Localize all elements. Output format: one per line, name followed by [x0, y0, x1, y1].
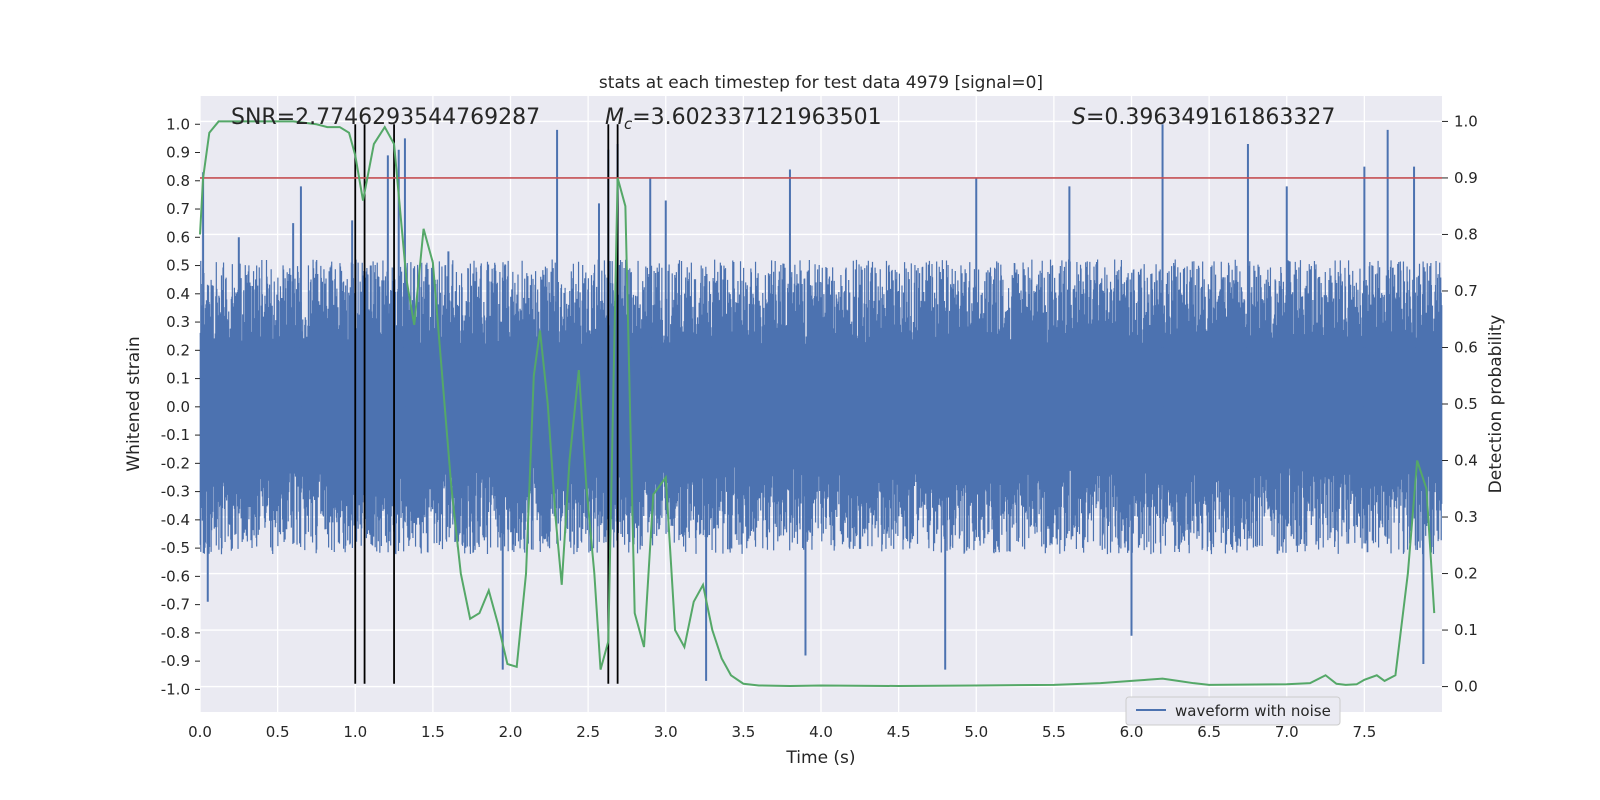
left-tick-label: -0.7 — [161, 596, 190, 614]
right-tick-label: 0.0 — [1454, 678, 1478, 696]
left-tick-label: 0.5 — [166, 257, 190, 275]
legend-entry: waveform with noise — [1175, 702, 1331, 720]
left-axis-ticks: 1.0 0.9 0.8 0.7 0.6 0.5 0.4 0.3 0.2 0.1 0.0 -0.1 -0.… — [161, 115, 200, 698]
right-tick-label: 0.1 — [1454, 621, 1478, 639]
waveform-series — [199, 124, 1443, 681]
left-tick-label: 0.7 — [166, 200, 190, 218]
chirp-mass-symbol: M — [605, 105, 624, 130]
x-tick-label: 4.5 — [887, 723, 911, 741]
detection-probability-line — [199, 120, 1436, 688]
left-tick-label: -0.1 — [161, 426, 190, 444]
x-tick-label: 7.0 — [1275, 723, 1299, 741]
left-tick-label: -0.9 — [161, 652, 190, 670]
right-axis-label: Detection probability — [1486, 315, 1506, 494]
s-symbol: S — [1072, 105, 1086, 130]
waveform-core — [200, 347, 1442, 467]
chart-title: stats at each timestep for test data 497… — [599, 73, 1043, 93]
s-value: =0.396349161863327 — [1086, 105, 1335, 130]
left-tick-label: -0.2 — [161, 454, 190, 472]
x-tick-label: 1.5 — [421, 723, 445, 741]
left-tick-label: 0.0 — [166, 398, 190, 416]
x-tick-label: 5.0 — [964, 723, 988, 741]
x-tick-label: 4.0 — [809, 723, 833, 741]
right-axis-ticks: 1.0 0.9 0.8 0.7 0.6 0.5 0.4 0.3 0.2 0.1 0.0 — [1442, 112, 1478, 696]
x-tick-label: 2.5 — [576, 723, 600, 741]
left-tick-label: 0.1 — [166, 370, 190, 388]
x-tick-label: 6.5 — [1197, 723, 1221, 741]
x-axis-label: Time (s) — [785, 748, 855, 768]
chirp-mass-subscript: c — [624, 115, 633, 133]
right-tick-label: 1.0 — [1454, 112, 1478, 130]
x-tick-label: 3.0 — [654, 723, 678, 741]
left-tick-label: -0.4 — [161, 511, 190, 529]
x-tick-label: 2.0 — [499, 723, 523, 741]
x-tick-label: 5.5 — [1042, 723, 1066, 741]
x-tick-label: 0.5 — [266, 723, 290, 741]
legend-box — [1125, 696, 1341, 726]
right-tick-label: 0.2 — [1454, 565, 1478, 583]
left-tick-label: 0.4 — [166, 285, 190, 303]
left-tick-label: 0.8 — [166, 172, 190, 190]
left-tick-label: -0.8 — [161, 624, 190, 642]
chirp-mass-value: =3.602337121963501 — [632, 105, 881, 130]
left-tick-label: 0.9 — [166, 144, 190, 162]
left-tick-label: 0.2 — [166, 341, 190, 359]
left-tick-label: -0.5 — [161, 539, 190, 557]
left-tick-label: -0.3 — [161, 483, 190, 501]
x-tick-label: 0.0 — [188, 723, 212, 741]
x-tick-label: 7.5 — [1352, 723, 1376, 741]
x-tick-label: 6.0 — [1120, 723, 1144, 741]
right-tick-label: 0.4 — [1454, 452, 1478, 470]
left-tick-label: 1.0 — [166, 115, 190, 133]
snr-annotation: SNR=2.7746293544769287 — [231, 105, 540, 130]
x-axis-ticks: 0.0 0.5 1.0 1.5 2.0 2.5 3.0 3.5 4.0 4.5 5.0 5.5 6.0 6… — [188, 723, 1376, 741]
chirp-mass-annotation: Mc=3.602337121963501 — [605, 105, 882, 133]
right-tick-label: 0.8 — [1454, 225, 1478, 243]
right-tick-label: 0.7 — [1454, 282, 1478, 300]
legend: waveform with noise — [1125, 696, 1341, 726]
right-tick-label: 0.3 — [1454, 508, 1478, 526]
left-tick-label: -1.0 — [161, 680, 190, 698]
left-axis-label: Whitened strain — [124, 336, 144, 471]
right-tick-label: 0.6 — [1454, 338, 1478, 356]
left-tick-label: 0.3 — [166, 313, 190, 331]
left-tick-label: 0.6 — [166, 228, 190, 246]
s-annotation: S=0.396349161863327 — [1072, 105, 1335, 130]
x-tick-label: 1.0 — [343, 723, 367, 741]
right-tick-label: 0.9 — [1454, 169, 1478, 187]
x-tick-label: 3.5 — [731, 723, 755, 741]
left-tick-label: -0.6 — [161, 567, 190, 585]
right-tick-label: 0.5 — [1454, 395, 1478, 413]
